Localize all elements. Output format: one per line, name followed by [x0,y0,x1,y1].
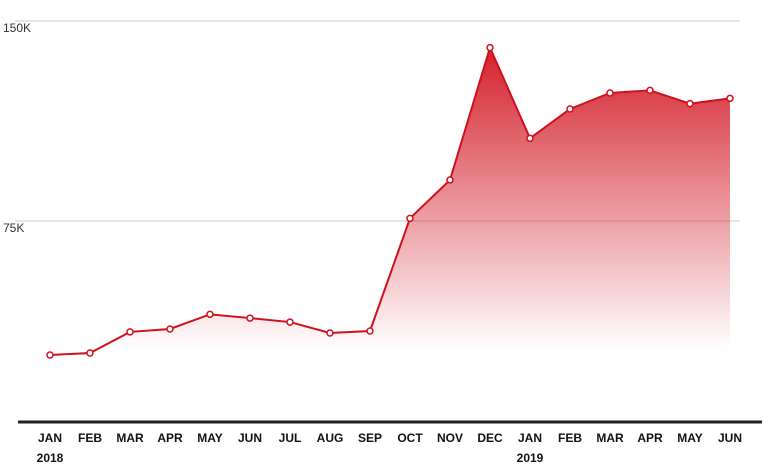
x-tick-label: SEP [358,431,382,445]
x-tick-label: FEB [78,431,102,445]
point [366,327,374,335]
y-tick-label: 75K [3,221,24,235]
x-tick-label: JUN [718,431,742,445]
x-tick-label: JAN [518,431,542,445]
point [406,214,414,223]
x-tick-label: AUG [317,431,344,445]
point [286,318,294,326]
x-tick-label: OCT [397,431,423,445]
point [606,89,614,97]
point [86,349,94,357]
y-tick-label: 150K [3,21,31,35]
point [46,351,54,359]
point [566,105,574,113]
x-tick-label: APR [637,431,663,445]
x-tick-label: MAY [197,431,223,445]
point [166,325,174,333]
x-tick-label: JUL [279,431,302,445]
point [126,328,134,336]
x-tick-label: MAY [677,431,703,445]
point [726,94,734,103]
point [206,310,214,319]
point [486,43,494,52]
x-tick-label: NOV [437,431,463,445]
x-tick-label: FEB [558,431,582,445]
point [246,314,254,322]
x-tick-label: MAR [596,431,624,445]
year-label: 2018 [37,451,64,465]
x-tick-label: DEC [477,431,503,445]
point [646,86,654,95]
year-label: 2019 [517,451,544,465]
x-tick-label: JUN [238,431,262,445]
x-tick-label: MAR [116,431,144,445]
point [526,134,534,143]
x-tick-label: JAN [38,431,62,445]
x-tick-label: APR [157,431,183,445]
point [326,329,334,337]
line [49,44,731,356]
area [50,47,730,422]
point [686,99,694,108]
point [446,176,454,184]
